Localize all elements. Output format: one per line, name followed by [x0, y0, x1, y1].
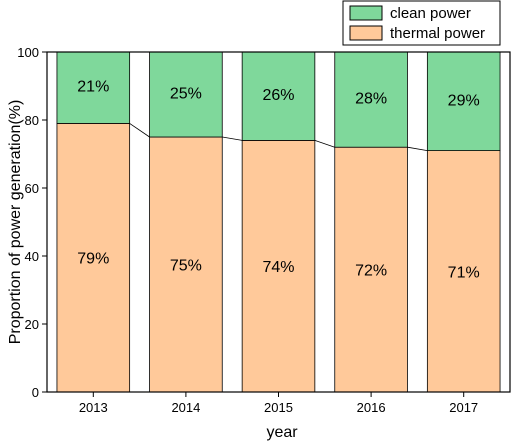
- legend-label-thermal-power: thermal power: [390, 25, 485, 42]
- connector-line-2014: [222, 136, 243, 141]
- connector-lines-group: [129, 123, 428, 151]
- y-tick-label-60: 60: [25, 181, 39, 196]
- bar-thermal-power-2013: [56, 123, 131, 393]
- data-label-thermal-power-2013: 79%: [77, 251, 109, 268]
- data-label-clean-power-2013: 21%: [77, 79, 109, 96]
- data-label-thermal-power-2015: 74%: [262, 259, 294, 276]
- y-tick-label-100: 100: [17, 45, 39, 60]
- x-tick-label-2014: 2014: [171, 400, 200, 415]
- data-labels-group: 79% 21% 75% 25% 74% 26% 72% 28% 71% 29%: [77, 79, 479, 282]
- legend-swatch-thermal-power: [349, 25, 383, 41]
- x-tick-label-2013: 2013: [79, 400, 108, 415]
- bar-clean-power-2013: [56, 51, 131, 124]
- x-tick-label-2015: 2015: [264, 400, 293, 415]
- connector-line-2015: [314, 140, 335, 148]
- y-axis-label: Proportion of power generation(%): [7, 100, 24, 345]
- bar-clean-power-2017: [426, 51, 501, 151]
- ticks-group: 2013 2014 2015 2016 2017 0 20 40 60 80 100: [17, 45, 478, 415]
- bar-thermal-power-2015: [241, 139, 316, 393]
- bars-group: [56, 51, 501, 393]
- connector-line-2013: [129, 123, 150, 138]
- legend-label-clean-power: clean power: [390, 5, 471, 22]
- data-label-thermal-power-2017: 71%: [448, 264, 480, 281]
- y-tick-label-20: 20: [25, 317, 39, 332]
- connector-line-2016: [407, 146, 428, 151]
- bar-clean-power-2016: [334, 51, 408, 148]
- bar-clean-power-2015: [241, 51, 316, 141]
- y-tick-label-80: 80: [25, 113, 39, 128]
- legend-swatch-clean-power: [349, 5, 383, 21]
- y-tick-label-40: 40: [25, 249, 39, 264]
- data-label-clean-power-2016: 28%: [355, 91, 387, 108]
- bar-clean-power-2014: [149, 51, 223, 138]
- data-label-thermal-power-2016: 72%: [355, 263, 387, 280]
- x-tick-label-2016: 2016: [357, 400, 386, 415]
- data-label-thermal-power-2014: 75%: [170, 258, 202, 275]
- data-label-clean-power-2014: 25%: [170, 86, 202, 103]
- y-tick-label-0: 0: [32, 385, 39, 400]
- legend: clean power thermal power: [342, 0, 501, 46]
- data-label-clean-power-2017: 29%: [448, 92, 480, 109]
- x-tick-label-2017: 2017: [449, 400, 478, 415]
- x-axis-label: year: [266, 424, 298, 441]
- data-label-clean-power-2015: 26%: [262, 87, 294, 104]
